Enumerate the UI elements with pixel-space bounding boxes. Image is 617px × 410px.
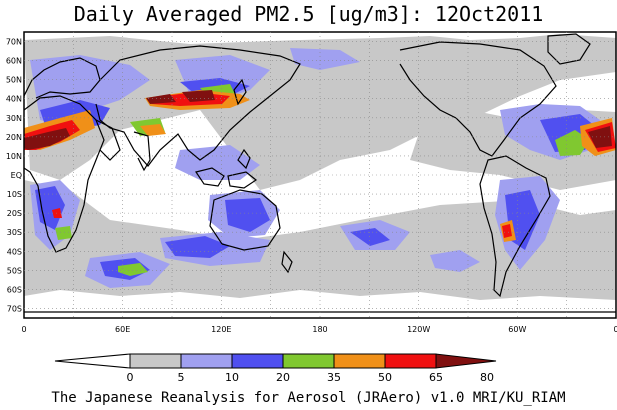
lat-labels: 70N 60N 50N 40N 30N 20N 10N EQ 10S 20S 30S 40S 50S 60… — [6, 38, 22, 314]
colorbar-label: 20 — [276, 371, 290, 384]
lat-label: 40S — [7, 247, 22, 256]
colorbar-label: 80 — [480, 371, 494, 384]
graticule — [24, 32, 616, 318]
colorbar-arrow-right — [435, 353, 497, 369]
lon-label: 60E — [115, 325, 130, 334]
lon-label: 120E — [211, 325, 231, 334]
map-title: Daily Averaged PM2.5 [ug/m3]: 12Oct2011 — [73, 2, 544, 26]
lat-label: 20N — [6, 133, 22, 142]
lon-label: 0 — [613, 325, 617, 334]
lon-label: 60W — [508, 325, 526, 334]
colorbar-swatch — [282, 353, 335, 369]
lat-label: EQ — [11, 171, 22, 180]
lat-label: 20S — [7, 209, 22, 218]
lon-label: 180 — [312, 325, 327, 334]
lat-label: 30S — [7, 228, 22, 237]
colorbar-swatch — [333, 353, 386, 369]
lat-label: 70N — [6, 38, 22, 47]
colorbar: 0 5 10 20 35 50 65 80 — [54, 353, 497, 384]
colorbar-swatch — [129, 353, 182, 369]
colorbar-label: 0 — [127, 371, 134, 384]
colorbar-swatch — [384, 353, 437, 369]
lat-label: 10N — [6, 152, 22, 161]
colorbar-label: 5 — [178, 371, 185, 384]
colorbar-swatch — [180, 353, 233, 369]
lon-labels: 0 60E 120E 180 120W 60W 0 — [21, 325, 617, 334]
colorbar-label: 50 — [378, 371, 392, 384]
lat-label: 50N — [6, 76, 22, 85]
colorbar-label: 10 — [225, 371, 239, 384]
lat-label: 50S — [7, 266, 22, 275]
colorbar-swatch — [231, 353, 284, 369]
footer-credit: The Japanese Reanalysis for Aerosol (JRA… — [51, 390, 566, 406]
lon-label: 0 — [21, 325, 26, 334]
colorbar-label: 35 — [327, 371, 341, 384]
lon-label: 120W — [407, 325, 430, 334]
lat-label: 40N — [6, 95, 22, 104]
lat-label: 60N — [6, 57, 22, 66]
lat-label: 70S — [7, 304, 22, 313]
lat-label: 10S — [7, 190, 22, 199]
colorbar-arrow-left — [54, 353, 131, 369]
lat-label: 30N — [6, 114, 22, 123]
colorbar-label: 65 — [429, 371, 443, 384]
lat-label: 60S — [7, 285, 22, 294]
